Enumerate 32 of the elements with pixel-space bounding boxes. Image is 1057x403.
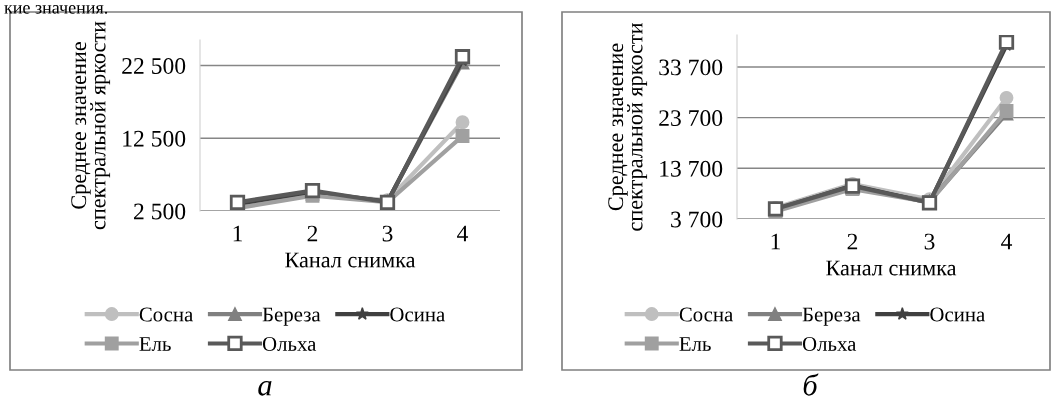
legend-label: Береза [802, 307, 861, 326]
x-axis-title: Канал снимка [285, 252, 416, 268]
legend-label: Ель [139, 337, 171, 351]
y-axis-title: Среднее значение спектральной яркости [608, 22, 648, 231]
text: б [803, 373, 819, 396]
x-tick-label: 2 [847, 233, 858, 250]
text: кие значения. [4, 5, 108, 14]
y-axis-title: Среднее значение спектральной яркости [71, 21, 111, 230]
y-tick-label: 23 700 [659, 110, 723, 127]
legend-label: Сосна [139, 307, 194, 322]
x-tick-label: 4 [457, 225, 469, 242]
y-tick-label: 3 700 [671, 211, 723, 228]
y-tick-label: 22 500 [122, 57, 186, 74]
legend-label: Ель [679, 337, 711, 351]
legend-label: Ольха [802, 336, 857, 351]
x-tick-label: 1 [233, 225, 242, 242]
x-tick-label: 4 [1001, 233, 1013, 250]
y-tick-label: 33 700 [659, 59, 723, 76]
x-tick-label: 3 [924, 233, 935, 250]
x-tick-label: 2 [307, 225, 318, 242]
legend-label: Сосна [679, 307, 734, 322]
legend-label: Ольха [262, 336, 317, 351]
y-tick-label: 12 500 [123, 130, 186, 147]
x-axis-title: Канал снимка [826, 260, 957, 276]
text: а [258, 380, 272, 396]
y-tick-label: 2 500 [134, 203, 186, 220]
legend-label: Береза [262, 307, 321, 326]
y-tick-label: 13 700 [660, 160, 723, 177]
x-tick-label: 3 [382, 225, 393, 242]
legend-label: Осина [390, 307, 445, 322]
legend-label: Осина [930, 307, 985, 322]
x-tick-label: 1 [771, 233, 780, 250]
